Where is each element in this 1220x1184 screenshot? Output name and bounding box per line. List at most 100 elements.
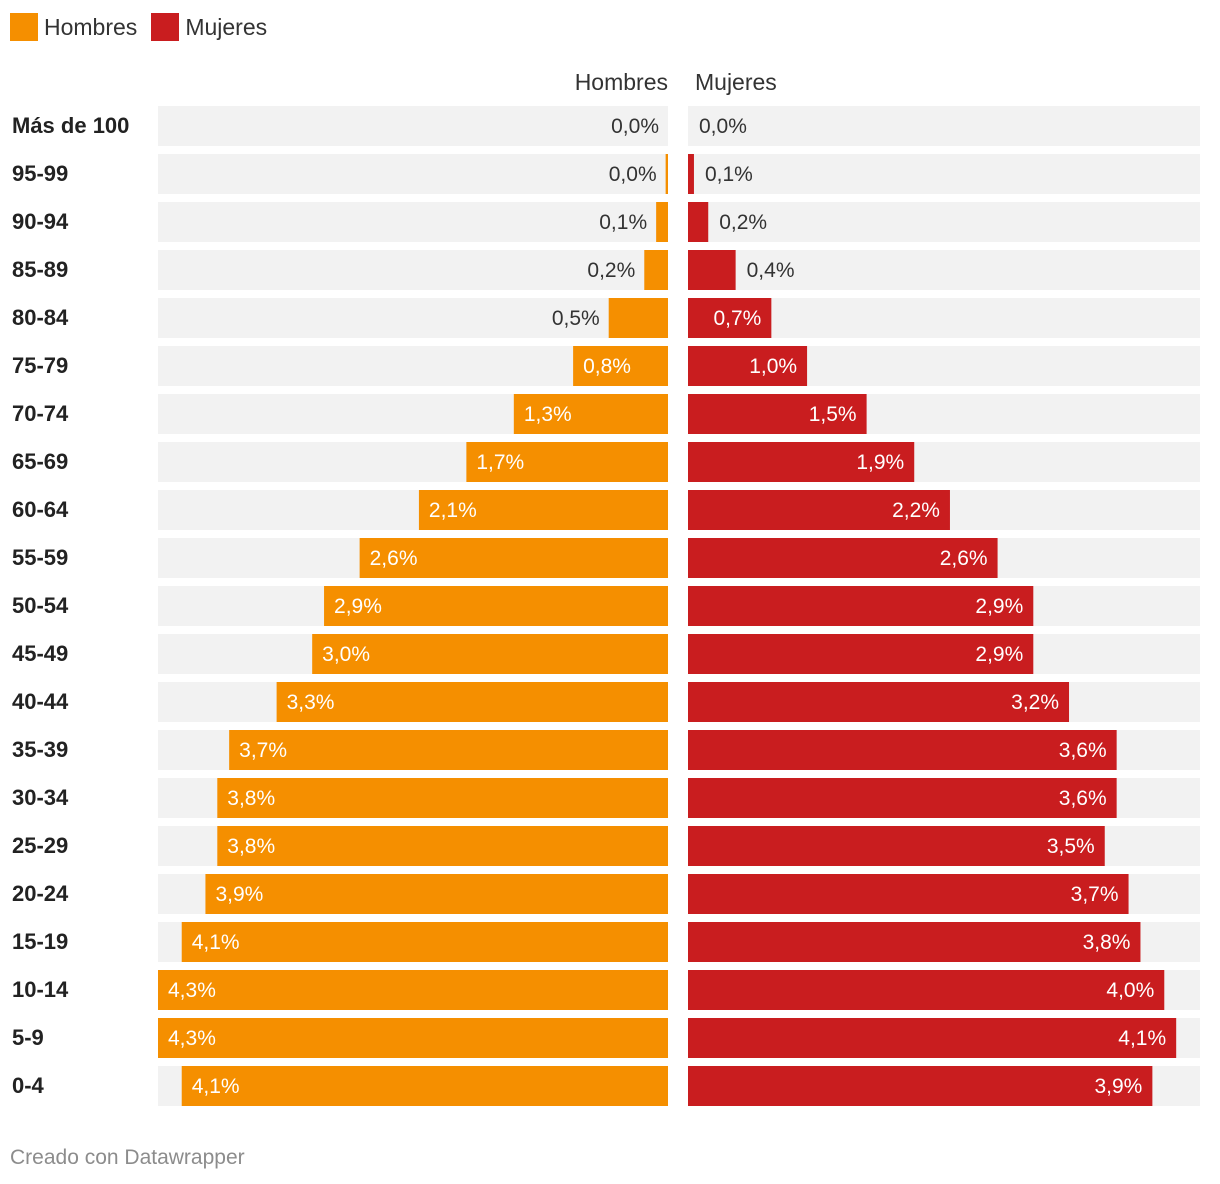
value-label-mujeres: 3,9%	[1094, 1075, 1142, 1098]
bar-hombres	[276, 682, 668, 722]
bar-hombres	[359, 538, 668, 578]
track-hombres	[158, 106, 668, 146]
value-label-mujeres: 3,8%	[1083, 931, 1131, 954]
bar-hombres	[217, 778, 669, 818]
bar-mujeres	[688, 346, 808, 386]
value-label-mujeres: 3,2%	[1011, 691, 1059, 714]
track-mujeres	[688, 202, 1200, 242]
value-label-hombres: 0,1%	[599, 211, 647, 234]
bar-hombres	[229, 730, 669, 770]
bar-hombres	[205, 874, 668, 914]
track-hombres	[158, 298, 668, 338]
category-label: 65-69	[12, 449, 68, 474]
value-label-hombres: 3,9%	[215, 883, 263, 906]
bar-mujeres	[688, 826, 1105, 866]
value-label-mujeres: 0,1%	[705, 163, 753, 186]
track-hombres	[158, 154, 668, 194]
value-label-mujeres: 0,4%	[747, 259, 795, 282]
track-hombres	[158, 250, 668, 290]
bar-mujeres	[688, 970, 1165, 1010]
bar-hombres	[158, 1018, 668, 1058]
bar-mujeres	[688, 538, 998, 578]
bar-mujeres	[688, 586, 1034, 626]
value-label-mujeres: 2,2%	[892, 499, 940, 522]
legend-item-mujeres[interactable]: Mujeres	[151, 13, 267, 41]
category-label: 5-9	[12, 1025, 44, 1050]
bar-hombres	[466, 442, 668, 482]
value-label-hombres: 4,3%	[168, 979, 216, 1002]
bar-mujeres	[688, 394, 867, 434]
bar-mujeres	[688, 442, 915, 482]
legend-swatch-mujeres	[151, 13, 180, 41]
value-label-hombres: 0,5%	[552, 307, 600, 330]
value-label-mujeres: 3,6%	[1059, 739, 1107, 762]
bar-hombres	[573, 346, 668, 386]
bar-hombres	[217, 826, 669, 866]
value-label-mujeres: 1,9%	[856, 451, 904, 474]
legend: Hombres Mujeres	[10, 12, 281, 42]
category-label: 85-89	[12, 257, 68, 282]
track-hombres	[158, 202, 668, 242]
category-label: 55-59	[12, 545, 68, 570]
value-label-mujeres: 1,0%	[749, 355, 797, 378]
value-label-hombres: 1,3%	[524, 403, 572, 426]
value-label-mujeres: 3,6%	[1059, 787, 1107, 810]
bar-mujeres	[688, 730, 1117, 770]
legend-label-mujeres: Mujeres	[185, 13, 268, 40]
category-label: 75-79	[12, 353, 68, 378]
value-label-hombres: 4,1%	[192, 1075, 240, 1098]
track-mujeres	[688, 106, 1200, 146]
value-label-hombres: 3,3%	[287, 691, 335, 714]
bar-hombres	[312, 634, 668, 674]
bar-hombres	[644, 250, 668, 290]
legend-swatch-hombres	[10, 13, 38, 41]
value-label-hombres: 2,9%	[334, 595, 382, 618]
value-label-mujeres: 4,0%	[1106, 979, 1154, 1002]
value-label-hombres: 3,8%	[227, 835, 275, 858]
category-label: 25-29	[12, 833, 68, 858]
bar-hombres	[513, 394, 668, 434]
value-label-mujeres: 2,6%	[940, 547, 988, 570]
value-label-hombres: 2,6%	[370, 547, 418, 570]
category-label: Más de 100	[12, 113, 129, 138]
bar-hombres	[656, 202, 668, 242]
legend-item-hombres[interactable]: Hombres	[10, 13, 137, 41]
bar-hombres	[181, 1066, 668, 1106]
track-mujeres	[688, 298, 1200, 338]
value-label-hombres: 0,0%	[611, 115, 659, 138]
value-label-mujeres: 1,5%	[809, 403, 857, 426]
bar-hombres	[158, 970, 668, 1010]
category-label: 60-64	[12, 497, 69, 522]
category-label: 95-99	[12, 161, 68, 186]
bar-mujeres	[688, 778, 1117, 818]
category-label: 50-54	[12, 593, 69, 618]
category-label: 35-39	[12, 737, 68, 762]
value-label-hombres: 4,1%	[192, 931, 240, 954]
category-label: 45-49	[12, 641, 68, 666]
bar-mujeres	[688, 490, 950, 530]
footer-credit[interactable]: Creado con Datawrapper	[10, 1146, 245, 1169]
bar-mujeres	[688, 1066, 1153, 1106]
category-label: 20-24	[12, 881, 69, 906]
track-mujeres	[688, 154, 1200, 194]
category-label: 30-34	[12, 785, 69, 810]
bar-mujeres	[688, 298, 772, 338]
value-label-hombres: 0,2%	[587, 259, 635, 282]
category-label: 15-19	[12, 929, 68, 954]
bar-hombres	[665, 154, 668, 194]
category-label: 40-44	[12, 689, 69, 714]
bar-hombres	[418, 490, 668, 530]
value-label-hombres: 0,0%	[609, 163, 657, 186]
legend-label-hombres: Hombres	[44, 13, 138, 40]
category-label: 0-4	[12, 1073, 45, 1098]
value-label-mujeres: 3,5%	[1047, 835, 1095, 858]
value-label-hombres: 4,3%	[168, 1027, 216, 1050]
value-label-mujeres: 2,9%	[975, 595, 1023, 618]
bar-mujeres	[688, 154, 694, 194]
bar-mujeres	[688, 634, 1034, 674]
value-label-hombres: 1,7%	[476, 451, 524, 474]
value-label-mujeres: 2,9%	[975, 643, 1023, 666]
bar-hombres	[181, 922, 668, 962]
bar-mujeres	[688, 202, 709, 242]
value-label-mujeres: 0,7%	[713, 307, 761, 330]
